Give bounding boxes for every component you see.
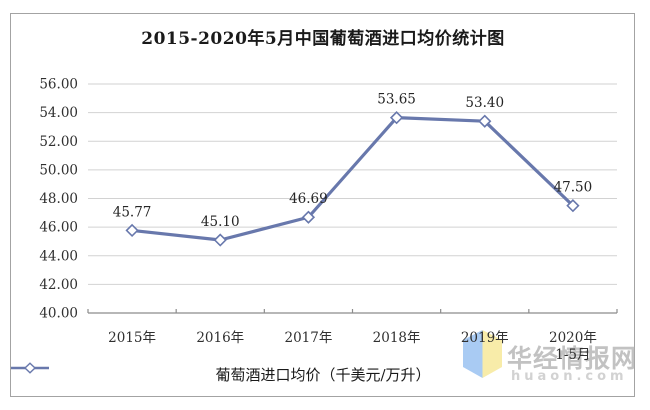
data-point-marker	[301, 210, 316, 224]
watermark-site-name: 华经情报网	[507, 344, 638, 373]
x-axis-label: 2020年	[549, 330, 597, 346]
data-point-marker	[125, 223, 139, 238]
x-axis-sublabel: 1-5月	[555, 347, 590, 363]
data-point-label: 47.50	[554, 180, 593, 196]
y-axis-label: 40.00	[39, 306, 78, 322]
x-axis-label: 2015年	[108, 330, 156, 346]
chart-title: 2015-2020年5月中国葡萄酒进口均价统计图	[141, 29, 505, 49]
x-axis-label: 2017年	[284, 330, 332, 346]
data-point-marker	[478, 114, 492, 128]
x-axis-label: 2019年	[461, 330, 509, 346]
data-point-marker	[566, 199, 580, 213]
y-axis-label: 54.00	[39, 105, 78, 121]
y-axis-label: 56.00	[39, 77, 78, 93]
legend-marker-icon	[11, 362, 49, 374]
watermark: 华经情报网 huaon.com	[461, 328, 636, 390]
data-point-label: 53.65	[377, 92, 416, 108]
data-point-label: 45.10	[201, 214, 240, 230]
watermark-logo-right-page	[482, 330, 502, 378]
legend-label: 葡萄酒进口均价（千美元/万升）	[215, 365, 431, 384]
x-axis-label: 2018年	[373, 330, 421, 346]
chart-border	[10, 13, 635, 397]
data-point-marker	[213, 233, 227, 247]
data-point-label: 45.77	[113, 204, 152, 220]
y-axis-label: 44.00	[39, 248, 78, 264]
y-axis-label: 42.00	[39, 277, 78, 293]
y-axis-label: 52.00	[39, 134, 78, 150]
x-axis-label: 2016年	[196, 330, 244, 346]
y-axis-label: 50.00	[39, 162, 78, 178]
data-point-label: 53.40	[465, 95, 504, 111]
watermark-logo-left-page	[463, 330, 483, 378]
legend: 葡萄酒进口均价（千美元/万升）	[10, 362, 636, 386]
data-point-marker	[389, 111, 404, 125]
y-axis-label: 48.00	[39, 191, 78, 207]
watermark-logo-icon	[463, 330, 502, 378]
data-point-label: 46.69	[289, 191, 328, 207]
watermark-site-url: huaon.com	[511, 369, 628, 384]
y-axis-label: 46.00	[39, 220, 78, 236]
series-line	[130, 116, 575, 242]
